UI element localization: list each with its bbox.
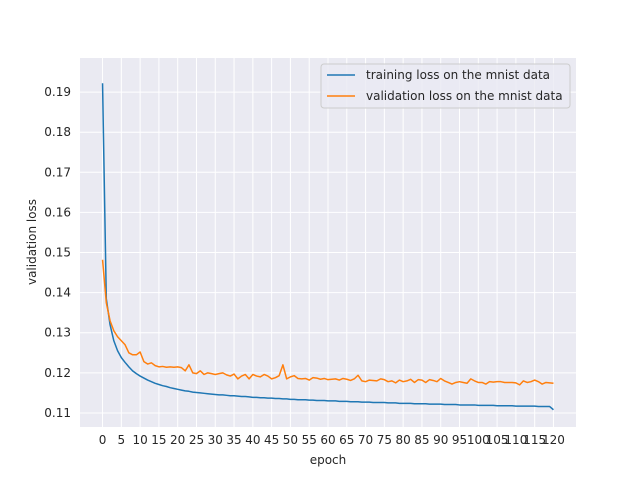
x-tick-label: 90 [433, 433, 448, 447]
y-tick-label: 0.14 [44, 286, 71, 300]
legend-box [320, 63, 571, 109]
x-tick-label: 105 [486, 433, 509, 447]
x-tick-label: 50 [283, 433, 298, 447]
legend-label-validation: validation loss on the mnist data [366, 89, 563, 103]
x-tick-label: 5 [118, 433, 126, 447]
x-gridlines [102, 58, 554, 427]
y-tick-label: 0.12 [44, 366, 71, 380]
y-tick-label: 0.18 [44, 125, 71, 139]
series-line-training [101, 83, 554, 411]
x-tick-label: 70 [358, 433, 373, 447]
x-tick-label: 120 [542, 433, 565, 447]
x-tick-label: 45 [264, 433, 279, 447]
x-tick-label: 65 [339, 433, 354, 447]
y-tick-labels: 0.11 0.12 0.13 0.14 0.15 0.16 0.17 0.18 0.19 [44, 85, 71, 420]
x-tick-label: 110 [504, 433, 527, 447]
legend-label-training: training loss on the mnist data [366, 68, 550, 82]
x-tick-label: 20 [170, 433, 185, 447]
x-tick-label: 25 [189, 433, 204, 447]
x-tick-label: 95 [452, 433, 467, 447]
x-tick-label: 55 [302, 433, 317, 447]
x-tick-label: 60 [320, 433, 335, 447]
y-tick-label: 0.15 [44, 246, 71, 260]
y-tick-label: 0.16 [44, 205, 71, 219]
x-tick-label: 40 [245, 433, 260, 447]
series-line-validation [101, 259, 554, 386]
x-tick-label: 75 [377, 433, 392, 447]
x-tick-label: 85 [414, 433, 429, 447]
x-tick-label: 115 [523, 433, 546, 447]
y-tick-label: 0.17 [44, 165, 71, 179]
x-tick-label: 15 [151, 433, 166, 447]
y-tick-label: 0.13 [44, 326, 71, 340]
x-tick-label: 80 [396, 433, 411, 447]
x-tick-label: 30 [208, 433, 223, 447]
legend: training loss on the mnist data validati… [320, 63, 571, 109]
x-axis-label: epoch [310, 453, 347, 467]
y-tick-label: 0.19 [44, 85, 71, 99]
y-axis-label: validation loss [25, 199, 39, 285]
y-tick-label: 0.11 [44, 406, 71, 420]
x-tick-labels: 0 5 10 15 20 25 30 35 40 45 50 55 60 65 70 75 80 85 90 95 10… [99, 433, 565, 447]
series-layer [101, 83, 554, 411]
x-tick-label: 100 [467, 433, 490, 447]
x-tick-label: 35 [226, 433, 241, 447]
x-tick-label: 0 [99, 433, 107, 447]
x-tick-label: 10 [132, 433, 147, 447]
